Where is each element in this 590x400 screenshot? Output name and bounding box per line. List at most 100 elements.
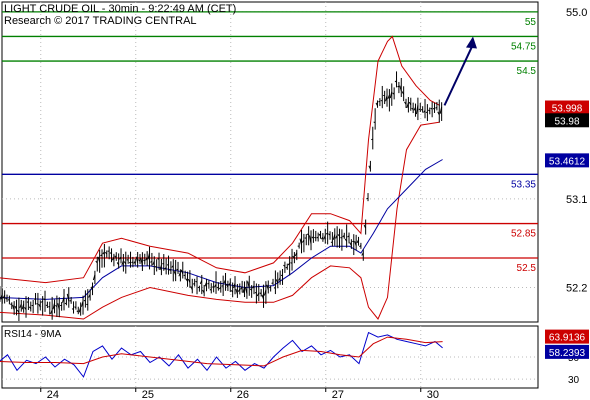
price-bar-tick — [356, 239, 359, 244]
chart-title: LIGHT CRUDE OIL - 30min - 9:22:49 AM (CE… — [4, 3, 236, 15]
price-bar-tick — [50, 309, 53, 315]
price-tag: 53.98 — [554, 116, 579, 127]
price-bar-tick — [111, 256, 115, 261]
price-bar-tick — [74, 306, 77, 308]
price-bar-tick — [228, 282, 231, 286]
rsi-tick-label: 30 — [568, 375, 580, 386]
price-bar-tick — [102, 251, 105, 255]
price-bar-tick — [285, 266, 288, 269]
price-bar-tick — [309, 235, 312, 245]
price-bar-tick — [399, 85, 402, 92]
price-bar-tick — [190, 286, 193, 290]
price-bar-tick — [140, 258, 143, 267]
price-bar-tick — [328, 233, 331, 236]
price-bar-tick — [143, 259, 145, 262]
price-tick-label: 53.1 — [566, 194, 587, 206]
price-bar-tick — [359, 245, 362, 248]
price-bar-tick — [337, 234, 340, 237]
price-bar-tick — [432, 108, 435, 110]
forecast-arrow-shaft — [443, 44, 474, 106]
price-bar-tick — [21, 303, 25, 310]
price-bar-tick — [430, 107, 433, 110]
price-bar-tick — [26, 301, 29, 303]
price-bar-tick — [361, 252, 364, 256]
price-bar-tick — [119, 256, 122, 260]
x-tick-label: 24 — [47, 389, 59, 400]
price-bar-tick — [192, 282, 195, 285]
x-tick-label: 30 — [427, 389, 439, 400]
price-bar-tick — [342, 235, 345, 238]
price-bar-tick — [235, 288, 238, 295]
price-bar-tick — [147, 252, 151, 260]
price-bar-tick — [389, 91, 393, 99]
price-bar-tick — [183, 274, 186, 277]
price-bar-tick — [392, 92, 395, 95]
price-bar-tick — [199, 280, 203, 285]
price-bar-tick — [439, 106, 443, 114]
price-bar-tick — [116, 262, 120, 265]
price-bar-tick — [275, 279, 279, 284]
price-bar-tick — [150, 261, 153, 263]
price-bar-tick — [406, 102, 409, 108]
price-bar-tick — [131, 261, 134, 264]
price-bar-tick — [0, 293, 3, 300]
price-bar-tick — [57, 303, 60, 310]
price-bar-tick — [290, 262, 293, 264]
price-bar-tick — [209, 288, 212, 291]
price-bar-tick — [178, 272, 181, 277]
price-bar-tick — [349, 242, 352, 247]
price-tag-box — [545, 113, 589, 128]
price-bar-tick — [66, 293, 70, 302]
level-label: 55 — [525, 17, 537, 28]
price-bar-tick — [411, 107, 414, 110]
level-label: 54.75 — [511, 41, 536, 52]
rsi-tag: 63.9136 — [549, 333, 586, 344]
rsi-lines — [0, 331, 443, 378]
price-bar-tick — [404, 101, 407, 105]
price-bar-tick — [401, 91, 405, 95]
level-label: 52.85 — [511, 229, 536, 240]
price-bar-tick — [152, 261, 155, 266]
axes: 55.053.152.224252627305030 — [40, 7, 587, 400]
price-bar-tick — [43, 298, 46, 301]
price-bar-tick — [318, 233, 321, 237]
price-bar-tick — [218, 286, 222, 290]
price-bar-tick — [138, 259, 141, 262]
chart-subtitle: Research © 2017 TRADING CENTRAL — [4, 15, 197, 27]
x-tick-label: 27 — [332, 389, 344, 400]
price-bar-tick — [371, 138, 373, 141]
price-bar-tick — [387, 94, 390, 99]
price-bar-tick — [223, 279, 226, 284]
price-bar-tick — [278, 277, 281, 281]
price-bar-tick — [420, 109, 423, 111]
price-bar-tick — [287, 262, 291, 266]
price-bar-tick — [16, 309, 20, 313]
price-bar-tick — [347, 235, 350, 238]
price-bar-tick — [363, 224, 367, 229]
price-bar-tick — [252, 285, 255, 289]
price-bar-tick — [283, 264, 286, 267]
price-bar-tick — [5, 297, 8, 300]
price-bar-tick — [187, 278, 191, 283]
price-bar-tick — [180, 269, 184, 275]
x-tick-label: 25 — [142, 389, 154, 400]
rsi-tag: 58.2393 — [549, 348, 586, 359]
price-bar-tick — [240, 286, 243, 290]
price-bar-tick — [171, 265, 174, 268]
price-bar-tick — [394, 80, 397, 83]
forecast-arrow — [443, 36, 477, 106]
price-bar-tick — [301, 239, 305, 243]
price-bar-tick — [413, 107, 416, 111]
rsi-ma-line — [0, 336, 443, 367]
price-bar-tick — [263, 289, 267, 296]
price-bar-tick — [185, 278, 188, 282]
price-bar-tick — [415, 105, 419, 115]
price-bar-tick — [294, 252, 298, 257]
price-tick-label: 55.0 — [566, 7, 587, 19]
price-bar-tick — [128, 261, 131, 264]
price-bar-tick — [52, 302, 56, 310]
price-bar-tick — [133, 260, 136, 264]
price-bar-tick — [55, 304, 58, 307]
price-bar-tick — [204, 282, 207, 287]
